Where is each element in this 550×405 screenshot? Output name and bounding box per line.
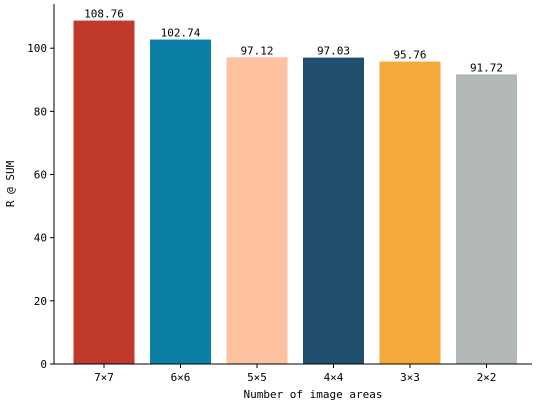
bar xyxy=(379,61,441,364)
y-tick-label: 20 xyxy=(34,295,47,308)
bar xyxy=(73,20,135,365)
x-tick-label: 6×6 xyxy=(171,371,191,384)
y-tick-label: 100 xyxy=(27,42,47,55)
y-tick-label: 80 xyxy=(34,105,47,118)
x-tick-label: 7×7 xyxy=(94,371,114,384)
bar xyxy=(226,57,288,364)
bar-value-label: 97.03 xyxy=(317,45,350,58)
x-tick-label: 5×5 xyxy=(247,371,267,384)
bar-value-label: 108.76 xyxy=(84,8,124,21)
y-axis-label: R @ SUM xyxy=(4,160,17,207)
x-axis-label: Number of image areas xyxy=(243,388,382,401)
bar xyxy=(303,57,364,364)
y-tick-label: 60 xyxy=(34,169,47,182)
x-tick-label: 2×2 xyxy=(477,371,497,384)
bar-value-label: 95.76 xyxy=(393,49,426,62)
x-tick-label: 3×3 xyxy=(400,371,420,384)
bar xyxy=(456,74,517,364)
bar xyxy=(150,39,211,365)
bar-value-label: 97.12 xyxy=(240,44,273,57)
y-tick-label: 0 xyxy=(40,358,47,371)
bars: 108.76 102.74 97.12 97.03 95.76 91.72 xyxy=(73,8,517,365)
y-axis-ticks: 0 20 40 60 80 100 xyxy=(27,42,54,371)
y-tick-label: 40 xyxy=(34,232,47,245)
x-axis-ticks: 7×7 6×6 5×5 4×4 3×3 2×2 xyxy=(94,364,496,384)
bar-value-label: 91.72 xyxy=(470,61,503,74)
bar-value-label: 102.74 xyxy=(161,27,201,40)
x-tick-label: 4×4 xyxy=(324,371,344,384)
